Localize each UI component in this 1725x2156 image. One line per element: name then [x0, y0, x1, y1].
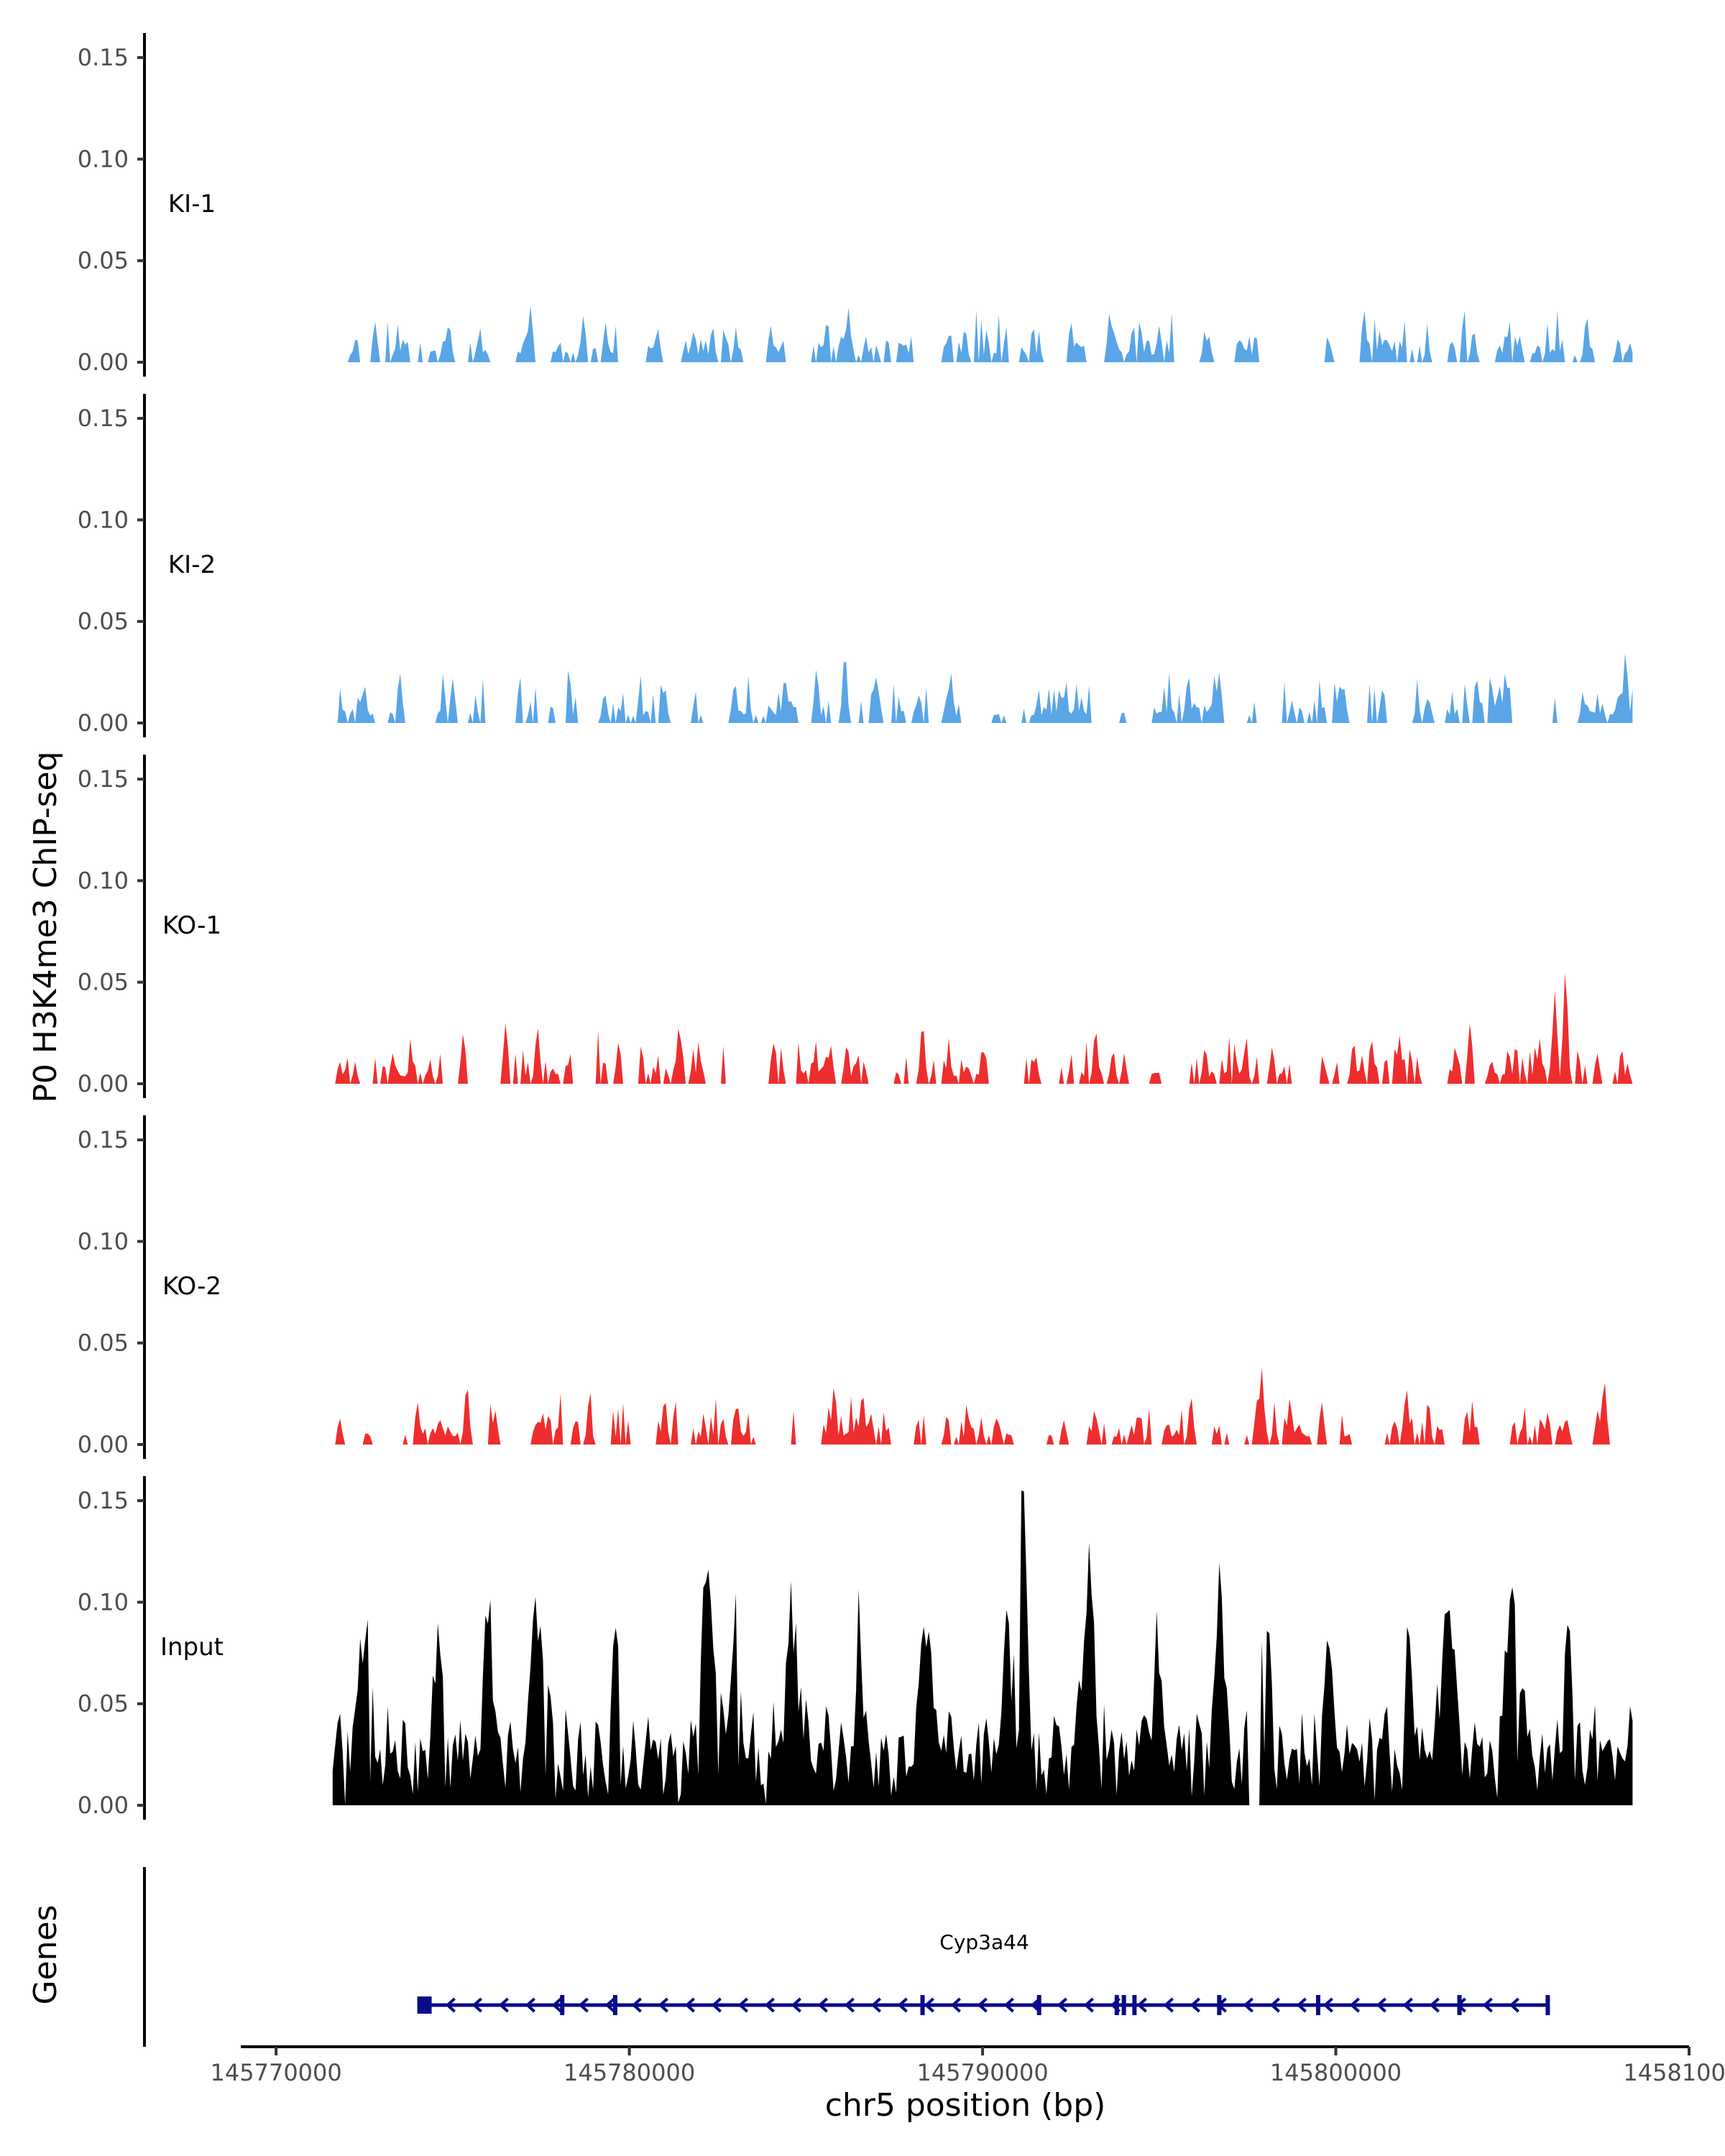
gene-name-label: Cyp3a44 — [939, 1930, 1029, 1954]
strand-arrow — [631, 1997, 642, 2013]
exon-mark — [1545, 1995, 1550, 2015]
x-tick-label: 145810000 — [1623, 2059, 1725, 2086]
y-tick-label: 0.10 — [78, 1227, 129, 1255]
strand-arrow — [1509, 1997, 1519, 2013]
y-tick-label: 0.05 — [78, 1690, 129, 1718]
strand-arrow — [1482, 1997, 1493, 2013]
exon-mark — [920, 1995, 925, 2015]
y-tick-label: 0.00 — [78, 1792, 129, 1819]
strand-arrow — [1190, 1997, 1200, 2013]
x-tick-label: 145770000 — [211, 2059, 342, 2086]
strand-arrow — [551, 1997, 562, 2013]
strand-arrow — [1083, 1997, 1094, 2013]
strand-arrow — [658, 1997, 668, 2013]
signal-area — [332, 653, 1633, 723]
strand-arrow — [1057, 1997, 1067, 2013]
track-ko-2: 0.00 0.05 0.10 0.15 KO-2 — [78, 1115, 1633, 1459]
track-label: Input — [160, 1633, 224, 1662]
exon-mark — [560, 1995, 565, 2015]
strand-arrow — [1322, 1997, 1333, 2013]
y-tick-label: 0.10 — [78, 145, 129, 172]
exon-mark — [417, 1996, 432, 2014]
strand-arrow — [1349, 1997, 1360, 2013]
exon-mark — [1036, 1995, 1041, 2015]
strand-arrow — [711, 1997, 722, 2013]
strand-arrow — [472, 1997, 482, 2013]
y-tick-label: 0.05 — [78, 1330, 129, 1357]
y-tick-label: 0.00 — [78, 349, 129, 376]
track-ki-1: 0.00 0.05 0.10 0.15 KI-1 — [78, 33, 1633, 377]
y-tick-label: 0.15 — [78, 1487, 129, 1514]
strand-arrow — [1296, 1997, 1307, 2013]
signal-area — [332, 305, 1633, 362]
strand-arrow — [1402, 1997, 1413, 2013]
y-tick-label: 0.00 — [78, 709, 129, 737]
track-label: KI-2 — [168, 550, 216, 579]
y-tick-label: 0.15 — [78, 44, 129, 71]
exon-mark — [1457, 1995, 1462, 2015]
strand-arrow — [1243, 1997, 1254, 2013]
x-axis-title: chr5 position (bp) — [825, 2087, 1106, 2124]
x-tick-label: 145780000 — [564, 2059, 695, 2086]
strand-arrow — [897, 1997, 908, 2013]
y-tick-label: 0.05 — [78, 608, 129, 635]
y-tick-label: 0.15 — [78, 405, 129, 432]
signal-area — [332, 972, 1633, 1084]
track-label: KO-1 — [162, 911, 221, 940]
tracks-layer: 0.00 0.05 0.10 0.15 KI-1 0.00 0.05 0.10 0.15 KI-2… — [78, 33, 1633, 1820]
x-tick-label: 145790000 — [916, 2059, 1048, 2086]
strand-arrow — [1269, 1997, 1280, 2013]
strand-arrow — [578, 1997, 589, 2013]
strand-arrow — [817, 1997, 828, 2013]
signal-area — [332, 1368, 1633, 1445]
y-tick-label: 0.15 — [78, 765, 129, 793]
y-tick-label: 0.05 — [78, 247, 129, 275]
strand-arrow — [445, 1997, 456, 2013]
track-label: KO-2 — [162, 1272, 221, 1301]
strand-arrow — [1003, 1997, 1014, 2013]
y-tick-label: 0.00 — [78, 1070, 129, 1097]
track-ki-2: 0.00 0.05 0.10 0.15 KI-2 — [78, 394, 1633, 737]
y-tick-label: 0.00 — [78, 1431, 129, 1458]
strand-arrow — [764, 1997, 775, 2013]
track-input: 0.00 0.05 0.10 0.15 Input — [78, 1476, 1633, 1820]
x-axis: 145770000 145780000 145790000 145800000 1458… — [211, 2045, 1725, 2086]
strand-arrow — [791, 1997, 801, 2013]
exon-mark — [1217, 1995, 1222, 2015]
strand-arrow — [604, 1997, 615, 2013]
signal-area — [332, 1491, 1633, 1805]
strand-arrow — [684, 1997, 695, 2013]
strand-arrow — [924, 1997, 934, 2013]
strand-arrow — [1136, 1997, 1147, 2013]
track-ko-1: 0.00 0.05 0.10 0.15 KO-1 — [78, 755, 1633, 1098]
x-tick-label: 145800000 — [1270, 2059, 1402, 2086]
gene-annotation-panel: Cyp3a44 — [143, 1867, 1550, 2047]
y-tick-label: 0.10 — [78, 867, 129, 894]
genes-axis-title: Genes — [27, 1904, 64, 2004]
exon-mark — [1315, 1995, 1320, 2015]
exon-mark — [612, 1995, 617, 2015]
strand-arrow — [1376, 1997, 1386, 2013]
strand-arrow — [1163, 1997, 1174, 2013]
y-tick-label: 0.15 — [78, 1126, 129, 1153]
strand-arrow — [498, 1997, 509, 2013]
exon-mark — [1114, 1995, 1119, 2015]
y-tick-label: 0.10 — [78, 506, 129, 533]
strand-arrow — [1429, 1997, 1440, 2013]
strand-arrow — [977, 1997, 988, 2013]
strand-arrow — [844, 1997, 855, 2013]
exon-mark — [1132, 1995, 1137, 2015]
strand-arrow — [870, 1997, 881, 2013]
y-tick-label: 0.10 — [78, 1588, 129, 1616]
exon-mark — [1121, 1995, 1126, 2015]
track-label: KI-1 — [168, 190, 216, 218]
strand-arrow — [950, 1997, 961, 2013]
y-axis-title: P0 H3K4me3 ChIP-seq — [27, 751, 64, 1102]
strand-arrow — [737, 1997, 748, 2013]
strand-arrow — [525, 1997, 535, 2013]
y-tick-label: 0.05 — [78, 969, 129, 996]
